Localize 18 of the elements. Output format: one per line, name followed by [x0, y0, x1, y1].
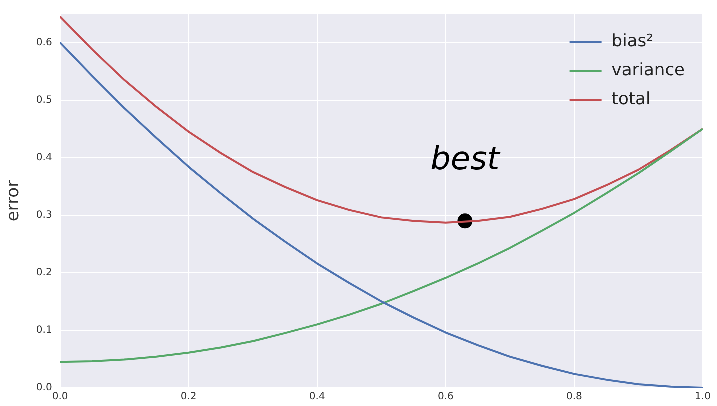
legend-label: bias²: [612, 31, 654, 52]
y-axis-title: error: [4, 180, 24, 222]
legend-label: total: [612, 89, 651, 110]
y-tick-label: 0.0: [36, 382, 52, 394]
y-tick-label: 0.4: [36, 152, 52, 164]
x-tick-label: 1.0: [695, 392, 711, 403]
x-tick-label: 0.2: [180, 392, 197, 403]
y-tick-label: 0.3: [36, 210, 52, 221]
x-tick-label: 0.8: [566, 392, 582, 403]
y-tick-label: 0.2: [36, 268, 52, 279]
x-tick-label: 0.6: [438, 392, 454, 403]
annotation: best: [430, 139, 502, 178]
y-tick-label: 0.1: [36, 325, 52, 336]
y-tick-label: 0.5: [36, 94, 52, 106]
y-tick-label: 0.6: [36, 37, 52, 48]
legend-label: variance: [612, 60, 686, 80]
x-tick-label: 0.4: [309, 392, 326, 403]
x-tick-label: 0.0: [52, 392, 68, 403]
